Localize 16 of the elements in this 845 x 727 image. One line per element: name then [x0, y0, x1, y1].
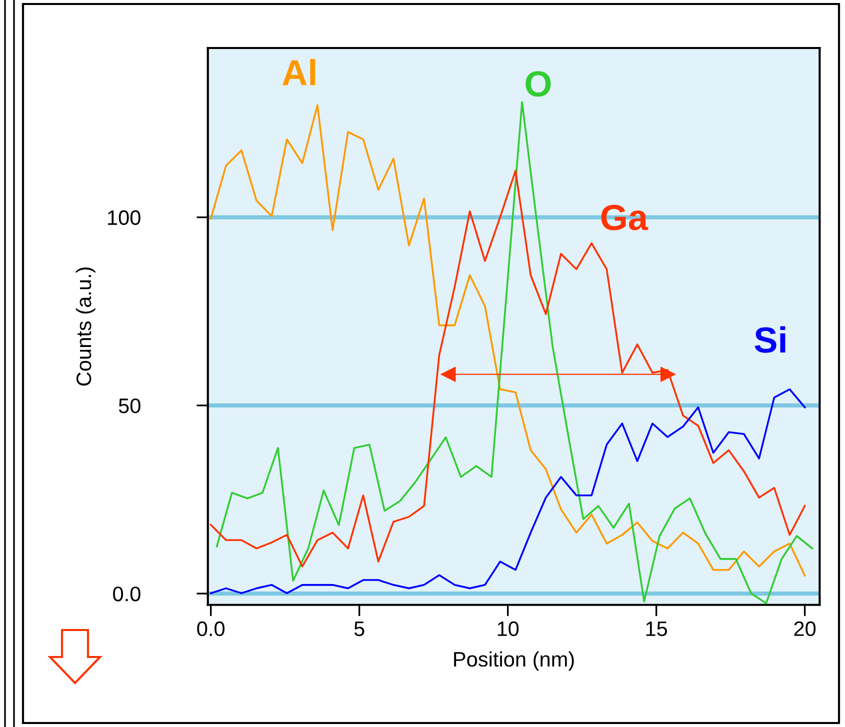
- series-label: Al: [282, 58, 316, 86]
- x-tick-label: 0.0: [197, 621, 225, 636]
- series-label: Si: [754, 326, 786, 353]
- line-series: [210, 170, 806, 568]
- x-tick-label: 10: [498, 621, 519, 636]
- y-tick-label: 0.0: [113, 586, 140, 602]
- x-tick-label: 20: [794, 621, 816, 636]
- line-series: [210, 388, 806, 594]
- series-label: O: [526, 71, 551, 97]
- y-tick-label: 50: [118, 398, 140, 414]
- x-tick-label: 5: [354, 622, 364, 636]
- x-axis-title: Position (nm): [454, 651, 574, 671]
- x-tick-label: 15: [646, 622, 668, 636]
- y-axis-title: Counts (a.u.): [76, 268, 96, 386]
- series-label: Ga: [601, 204, 648, 230]
- y-tick-label: 100: [108, 210, 140, 226]
